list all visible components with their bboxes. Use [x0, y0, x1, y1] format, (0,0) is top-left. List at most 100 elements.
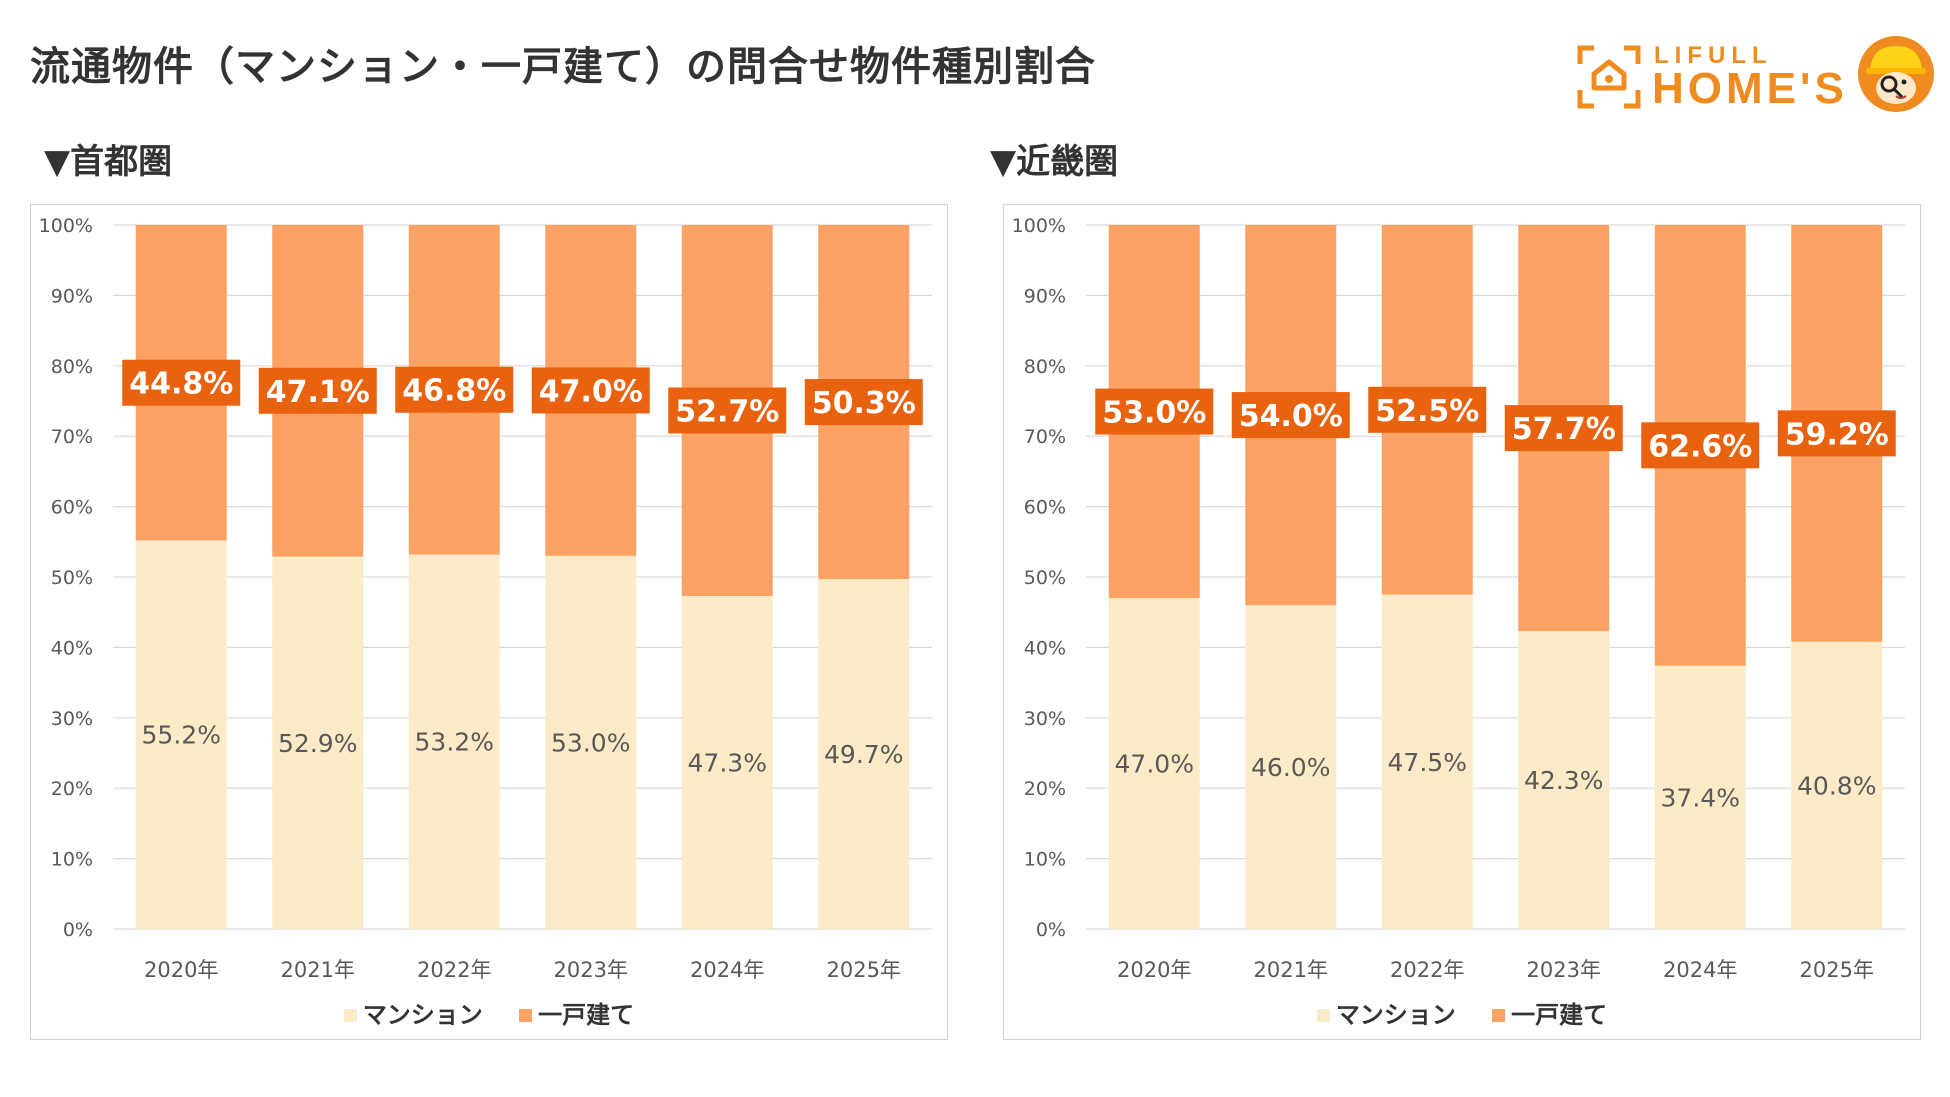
- data-label-house: 57.7%: [1512, 412, 1616, 447]
- y-tick-label: 40%: [51, 637, 93, 659]
- data-label-house: 53.0%: [1102, 396, 1206, 431]
- data-label-mansion: 47.5%: [1388, 748, 1467, 777]
- y-tick-label: 90%: [1024, 285, 1066, 307]
- bar-segment-mansion: [1654, 665, 1746, 929]
- data-label-mansion: 37.4%: [1661, 783, 1740, 812]
- bar-segment-mansion: [135, 540, 227, 929]
- data-label-box-house: [122, 359, 241, 406]
- bar-segment-mansion: [1108, 598, 1200, 929]
- x-tick-label: 2020年: [1117, 958, 1191, 982]
- data-label-house: 52.5%: [1375, 394, 1479, 429]
- chart-title-shutoken: ▼首都圏: [44, 142, 173, 182]
- data-label-box-house: [1641, 422, 1760, 469]
- chart-panel-shutoken: 0% 10% 20% 30% 40% 50% 60% 70% 80% 90% 100% 55.2% 44…: [30, 204, 948, 1040]
- data-label-mansion: 40.8%: [1797, 771, 1876, 800]
- mascot-icon: [1858, 36, 1934, 112]
- bar-segment-mansion: [272, 556, 364, 929]
- x-tick-label: 2023年: [1527, 958, 1601, 982]
- bar-segment-mansion: [1381, 594, 1473, 929]
- data-label-box-house: [258, 367, 377, 414]
- x-tick-label: 2025年: [1800, 958, 1874, 982]
- data-label-mansion: 52.9%: [278, 729, 357, 758]
- data-label-house: 62.6%: [1648, 429, 1752, 464]
- x-tick-label: 2022年: [417, 958, 491, 982]
- data-label-house: 50.3%: [812, 386, 916, 421]
- legend-swatch-mansion: [1316, 1009, 1330, 1022]
- data-label-house: 54.0%: [1239, 399, 1343, 434]
- data-label-house: 59.2%: [1785, 417, 1889, 452]
- data-label-box-house: [531, 367, 650, 414]
- logo-brand-small: LIFULL: [1654, 42, 1773, 69]
- data-label-mansion: 53.0%: [551, 728, 630, 757]
- chart-panel-kinki: 0% 10% 20% 30% 40% 50% 60% 70% 80% 90% 100% 47.0% 53…: [1003, 204, 1921, 1040]
- y-tick-label: 80%: [1024, 356, 1066, 378]
- legend-item-mansion: マンション: [1316, 995, 1456, 1030]
- chart-title-kinki: ▼近畿圏: [990, 142, 1119, 182]
- legend-label-house: 一戸建て: [538, 1001, 635, 1029]
- legend-label-house: 一戸建て: [1511, 1001, 1608, 1029]
- data-label-mansion: 55.2%: [142, 721, 221, 750]
- stacked-bar-chart-kinki: 0% 10% 20% 30% 40% 50% 60% 70% 80% 90% 100% 47.0% 53…: [1012, 215, 1905, 982]
- y-tick-label: 100%: [39, 215, 93, 237]
- data-label-box-house: [1095, 388, 1214, 435]
- x-tick-label: 2024年: [1663, 958, 1737, 982]
- x-tick-label: 2022年: [1390, 958, 1464, 982]
- data-label-house: 44.8%: [129, 367, 233, 402]
- y-tick-label: 50%: [51, 567, 93, 589]
- y-tick-label: 50%: [1024, 567, 1066, 589]
- data-label-box-house: [804, 379, 923, 426]
- data-label-mansion: 53.2%: [415, 728, 494, 757]
- bar-segment-mansion: [408, 554, 500, 929]
- data-label-mansion: 47.3%: [688, 749, 767, 778]
- y-tick-label: 80%: [51, 356, 93, 378]
- x-tick-label: 2025年: [827, 958, 901, 982]
- data-label-box-house: [1231, 392, 1350, 439]
- data-label-house: 47.0%: [539, 374, 643, 409]
- legend-item-mansion: マンション: [343, 995, 483, 1030]
- logo-brand-big: HOME'S: [1652, 64, 1848, 113]
- data-label-mansion: 49.7%: [824, 740, 903, 769]
- data-label-mansion: 42.3%: [1524, 766, 1603, 795]
- legend-swatch-house: [1492, 1009, 1506, 1022]
- bar-segment-mansion: [1245, 605, 1337, 929]
- y-tick-label: 10%: [51, 849, 93, 871]
- x-tick-label: 2021年: [1254, 958, 1328, 982]
- legend-item-house: 一戸建て: [1492, 995, 1607, 1030]
- y-tick-label: 20%: [51, 778, 93, 800]
- data-label-box-house: [1368, 386, 1487, 433]
- y-tick-label: 60%: [1024, 497, 1066, 519]
- stacked-bar-chart-shutoken: 0% 10% 20% 30% 40% 50% 60% 70% 80% 90% 100% 55.2% 44…: [39, 215, 932, 982]
- y-tick-label: 90%: [51, 285, 93, 307]
- data-label-mansion: 46.0%: [1251, 753, 1330, 782]
- data-label-box-house: [1777, 410, 1896, 457]
- y-tick-label: 40%: [1024, 637, 1066, 659]
- y-tick-label: 0%: [1036, 919, 1066, 941]
- y-tick-label: 60%: [51, 497, 93, 519]
- data-label-mansion: 47.0%: [1115, 750, 1194, 779]
- chart-legend: マンション 一戸建て: [1004, 995, 1920, 1030]
- bar-segment-mansion: [1518, 631, 1610, 929]
- y-tick-label: 30%: [1024, 708, 1066, 730]
- x-tick-label: 2021年: [281, 958, 355, 982]
- lifull-homes-logo: LIFULL HOME'S: [1576, 34, 1936, 124]
- bar-segment-mansion: [1791, 641, 1883, 929]
- data-label-box-house: [395, 366, 514, 413]
- y-tick-label: 70%: [51, 426, 93, 448]
- data-label-box-house: [668, 387, 787, 434]
- bar-segment-mansion: [818, 579, 910, 929]
- page-title: 流通物件（マンション・一戸建て）の問合せ物件種別割合: [30, 44, 1096, 90]
- bar-segment-mansion: [681, 596, 773, 929]
- bar-segment-mansion: [545, 555, 637, 929]
- y-tick-label: 70%: [1024, 426, 1066, 448]
- y-tick-label: 0%: [63, 919, 93, 941]
- legend-label-mansion: マンション: [362, 1001, 483, 1029]
- legend-item-house: 一戸建て: [519, 995, 634, 1030]
- y-tick-label: 100%: [1012, 215, 1066, 237]
- x-tick-label: 2024年: [690, 958, 764, 982]
- x-tick-label: 2023年: [554, 958, 628, 982]
- data-label-house: 46.8%: [402, 374, 506, 409]
- house-logo-icon: [1577, 45, 1641, 109]
- y-tick-label: 30%: [51, 708, 93, 730]
- legend-swatch-mansion: [343, 1009, 357, 1022]
- legend-label-mansion: マンション: [1335, 1001, 1456, 1029]
